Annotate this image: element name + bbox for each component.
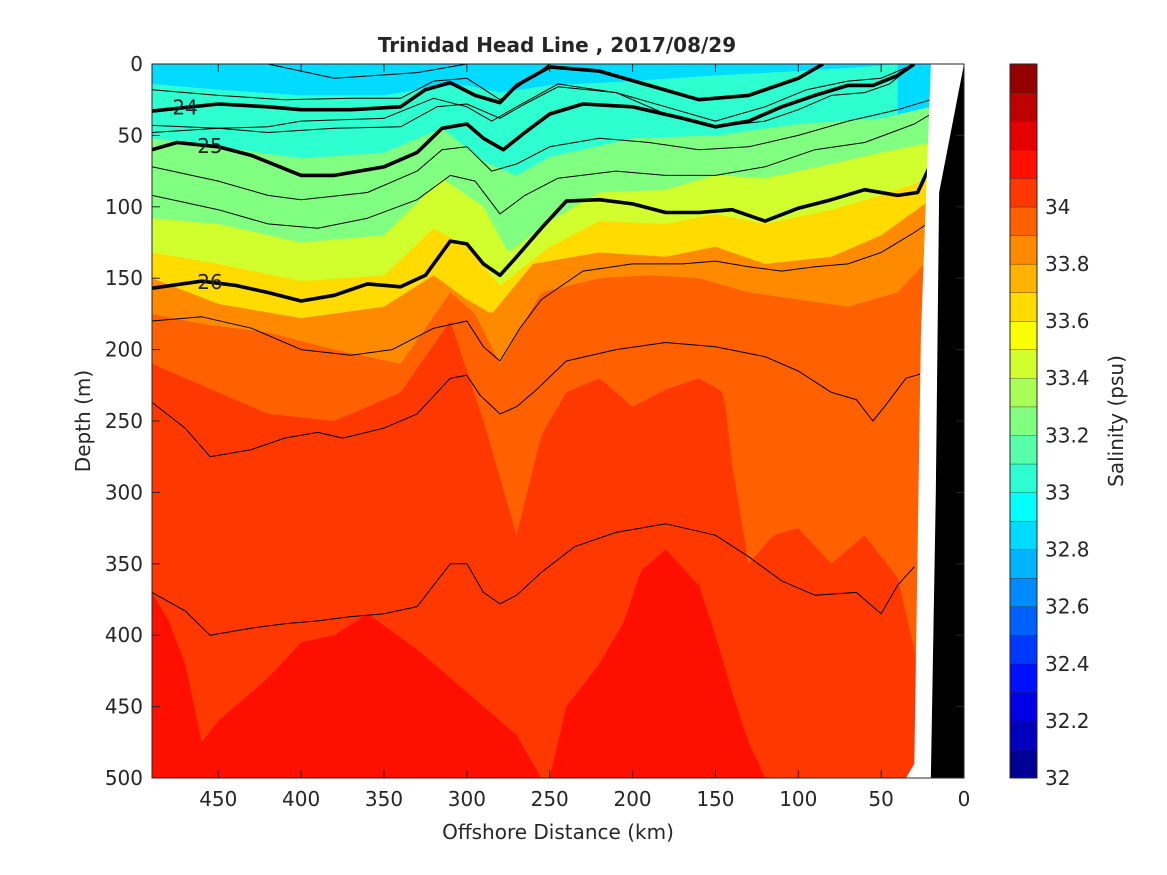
x-tick-label: 200	[613, 787, 651, 811]
colorbar-tick-label: 34	[1045, 195, 1070, 219]
colorbar-swatch	[1010, 749, 1037, 778]
colorbar-swatch	[1010, 92, 1037, 122]
colorbar-tick-label: 33.6	[1045, 309, 1090, 333]
colorbar-swatch	[1010, 692, 1037, 721]
colorbar-swatch	[1010, 149, 1037, 179]
colorbar-frame	[1009, 63, 1038, 779]
x-tick-label: 50	[868, 787, 893, 811]
x-axis-label: Offshore Distance (km)	[442, 820, 674, 844]
y-tick-label: 500	[105, 766, 143, 790]
y-tick-label: 250	[105, 409, 143, 433]
isopycnal-line-25	[152, 64, 916, 178]
colorbar-tick-label: 33.8	[1045, 252, 1090, 276]
colorbar-swatch	[1010, 235, 1037, 264]
x-axis-ticks: 450 400 350 300 250 200 150 100 50 0	[199, 64, 970, 811]
salinity-field	[152, 64, 964, 778]
x-tick-label: 0	[958, 787, 971, 811]
isopycnal-lines	[152, 64, 933, 636]
y-tick-label: 450	[105, 695, 143, 719]
colorbar-tick-label: 33.4	[1045, 366, 1090, 390]
colorbar-tick-label: 33.2	[1045, 423, 1090, 447]
colorbar-swatch	[1010, 578, 1037, 607]
colorbar	[1010, 63, 1037, 778]
isopycnal-line	[152, 64, 915, 133]
colorbar-ticks: 32 32.2 32.4 32.6 32.8 33 33.2 33.4 33.6 33.8 34	[1045, 195, 1090, 790]
isopycnal-line-24	[152, 64, 824, 113]
colorbar-swatch	[1010, 378, 1037, 407]
y-tick-label: 100	[105, 195, 143, 219]
salinity-band	[152, 592, 540, 778]
colorbar-swatch	[1010, 263, 1037, 293]
isopycnal-line	[152, 113, 932, 229]
isopycnal-line	[152, 220, 932, 362]
bottom-topography	[906, 64, 964, 778]
colorbar-swatch	[1010, 635, 1037, 664]
colorbar-swatch	[1010, 406, 1037, 436]
colorbar-tick-label: 32.8	[1045, 538, 1090, 562]
y-tick-label: 400	[105, 623, 143, 647]
y-axis-ticks: 0 50 100 150 200 250 300 350 400 450 500	[105, 52, 964, 790]
colorbar-swatch	[1010, 663, 1037, 693]
colorbar-swatch	[1010, 606, 1037, 636]
isopycnal-line	[152, 523, 915, 636]
contour-label: 25	[197, 134, 222, 158]
chart-title: Trinidad Head Line , 2017/08/29	[378, 33, 736, 57]
colorbar-swatch	[1010, 492, 1037, 521]
x-tick-label: 300	[448, 787, 486, 811]
isopycnal-line	[152, 99, 932, 201]
colorbar-swatch	[1010, 121, 1037, 150]
x-tick-label: 100	[779, 787, 817, 811]
colorbar-swatch	[1010, 292, 1037, 322]
colorbar-swatch	[1010, 463, 1037, 493]
colorbar-tick-label: 32.4	[1045, 652, 1090, 676]
x-tick-label: 450	[199, 787, 237, 811]
contour-label: 24	[172, 96, 197, 120]
colorbar-swatch	[1010, 321, 1037, 350]
colorbar-swatch	[1010, 206, 1037, 236]
colorbar-swatch	[1010, 720, 1037, 750]
colorbar-swatch	[1010, 178, 1037, 207]
y-tick-label: 50	[118, 123, 143, 147]
colorbar-label: Salinity (psu)	[1104, 355, 1128, 487]
x-tick-label: 350	[365, 787, 403, 811]
y-tick-label: 350	[105, 552, 143, 576]
colorbar-swatch	[1010, 435, 1037, 464]
isopycnal-line-26	[152, 163, 933, 303]
salinity-band	[549, 549, 766, 778]
x-tick-label: 250	[531, 787, 569, 811]
y-tick-label: 300	[105, 480, 143, 504]
y-tick-label: 150	[105, 266, 143, 290]
y-axis-label: Depth (m)	[71, 370, 95, 472]
isopycnal-line	[152, 342, 932, 458]
colorbar-swatch	[1010, 349, 1037, 379]
colorbar-tick-label: 32	[1045, 766, 1070, 790]
y-tick-label: 0	[130, 52, 143, 76]
x-tick-label: 150	[696, 787, 734, 811]
contour-label: 26	[197, 270, 222, 294]
seafloor	[930, 64, 964, 778]
colorbar-swatch	[1010, 549, 1037, 579]
colorbar-swatch	[1010, 520, 1037, 550]
isopycnal-line	[152, 64, 915, 133]
colorbar-tick-label: 32.2	[1045, 709, 1090, 733]
colorbar-swatch	[1010, 64, 1037, 93]
colorbar-tick-label: 33	[1045, 480, 1070, 504]
colorbar-tick-label: 32.6	[1045, 595, 1090, 619]
x-tick-label: 400	[282, 787, 320, 811]
y-tick-label: 200	[105, 338, 143, 362]
